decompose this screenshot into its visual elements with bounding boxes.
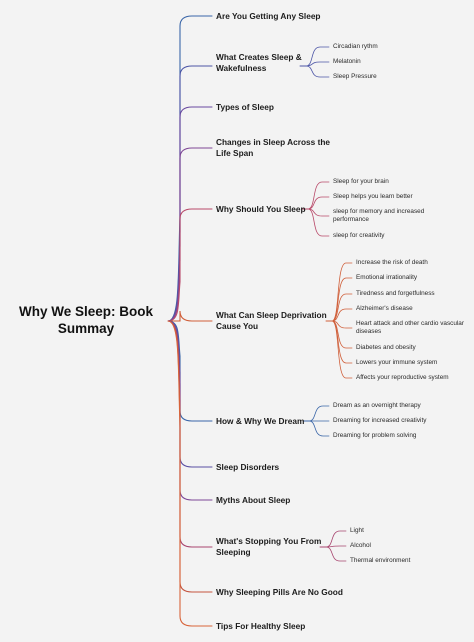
leaf-connector-4-0	[307, 181, 330, 210]
leaf-reproductive: Affects your reproductive system	[356, 374, 449, 381]
topic-what-creates-sleep: What Creates Sleep & Wakefulness	[216, 52, 302, 73]
topic-myths-about-sleep: Myths About Sleep	[216, 495, 291, 505]
leaf-light: Light	[350, 527, 364, 534]
branch-connector-4	[167, 208, 213, 322]
leaf-connector-9-1	[325, 545, 347, 548]
leaf-sleep-for-brain: Sleep for your brain	[333, 178, 389, 185]
branch-connector-8	[167, 320, 213, 501]
leaf-connector-6-2	[308, 420, 330, 437]
leaf-connector-1-0	[305, 46, 330, 67]
leaf-immune-system: Lowers your immune system	[356, 359, 438, 366]
leaf-alcohol: Alcohol	[350, 542, 371, 549]
topic-are-you-getting-any-sleep: Are You Getting Any Sleep	[216, 11, 321, 21]
topic-tips-healthy-sleep: Tips For Healthy Sleep	[216, 621, 306, 631]
leaf-thermal-environment: Thermal environment	[350, 557, 411, 564]
leaf-dream-creativity: Dreaming for increased creativity	[333, 417, 427, 424]
topic-sleep-deprivation: What Can Sleep Deprivation Cause You	[216, 310, 327, 331]
leaf-connector-5-3	[331, 308, 353, 322]
leaf-connector-5-7	[331, 320, 353, 379]
leaf-diabetes: Diabetes and obesity	[356, 344, 416, 351]
leaf-connector-4-2	[307, 208, 330, 217]
leaf-connector-9-2	[325, 546, 347, 562]
branch-connector-11	[167, 320, 213, 627]
branch-connector-6	[167, 320, 213, 422]
leaf-sleep-learn-better: Sleep helps you learn better	[333, 193, 413, 200]
topic-types-of-sleep: Types of Sleep	[216, 102, 274, 112]
branch-connector-3	[167, 147, 213, 322]
leaf-dream-therapy: Dream as an overnight therapy	[333, 402, 421, 409]
branch-connector-7	[167, 320, 213, 468]
topic-whats-stopping-you: What's Stopping You From Sleeping	[216, 536, 322, 557]
leaf-connector-5-2	[331, 293, 353, 322]
leaf-melatonin: Melatonin	[333, 58, 361, 65]
leaf-connector-5-0	[331, 262, 353, 322]
leaf-sleep-creativity: sleep for creativity	[333, 232, 385, 239]
leaf-connector-6-0	[308, 405, 330, 422]
leaf-tiredness: Tiredness and forgetfulness	[356, 290, 435, 297]
leaf-heart-attack: Heart attack and other cardio vascular d…	[356, 320, 464, 335]
leaf-connector-1-2	[305, 65, 330, 78]
topic-how-why-dream: How & Why We Dream	[216, 416, 305, 426]
branch-connector-1	[167, 65, 213, 322]
leaf-sleep-pressure: Sleep Pressure	[333, 73, 377, 80]
leaf-alzheimers: Alzheimer's disease	[356, 305, 413, 312]
leaf-connector-4-1	[307, 196, 330, 210]
leaf-emotional-irrationality: Emotional irrationality	[356, 274, 418, 281]
topic-sleeping-pills: Why Sleeping Pills Are No Good	[216, 587, 343, 597]
root-topic-title: Why We Sleep: Book Summay	[18, 304, 154, 336]
topic-changes-in-sleep: Changes in Sleep Across the Life Span	[216, 137, 331, 158]
branch-connector-0	[167, 15, 213, 322]
leaf-sleep-memory: sleep for memory and increased performan…	[333, 208, 425, 223]
leaf-connector-4-3	[307, 208, 330, 237]
branch-connector-2	[167, 106, 213, 322]
leaf-risk-of-death: Increase the risk of death	[356, 259, 428, 266]
topic-sleep-disorders: Sleep Disorders	[216, 462, 280, 472]
branch-connector-9	[167, 320, 213, 548]
branch-connector-5	[167, 310, 213, 322]
leaf-connector-5-4	[331, 320, 353, 329]
leaf-dream-problem-solving: Dreaming for problem solving	[333, 432, 417, 439]
leaf-connector-9-0	[325, 530, 347, 548]
leaf-circadian-rythm: Circadian rythm	[333, 43, 378, 50]
leaf-connector-5-1	[331, 277, 353, 322]
leaf-connector-1-1	[305, 61, 330, 67]
topic-why-should-you-sleep: Why Should You Sleep	[216, 204, 306, 214]
branch-connector-10	[167, 320, 213, 593]
